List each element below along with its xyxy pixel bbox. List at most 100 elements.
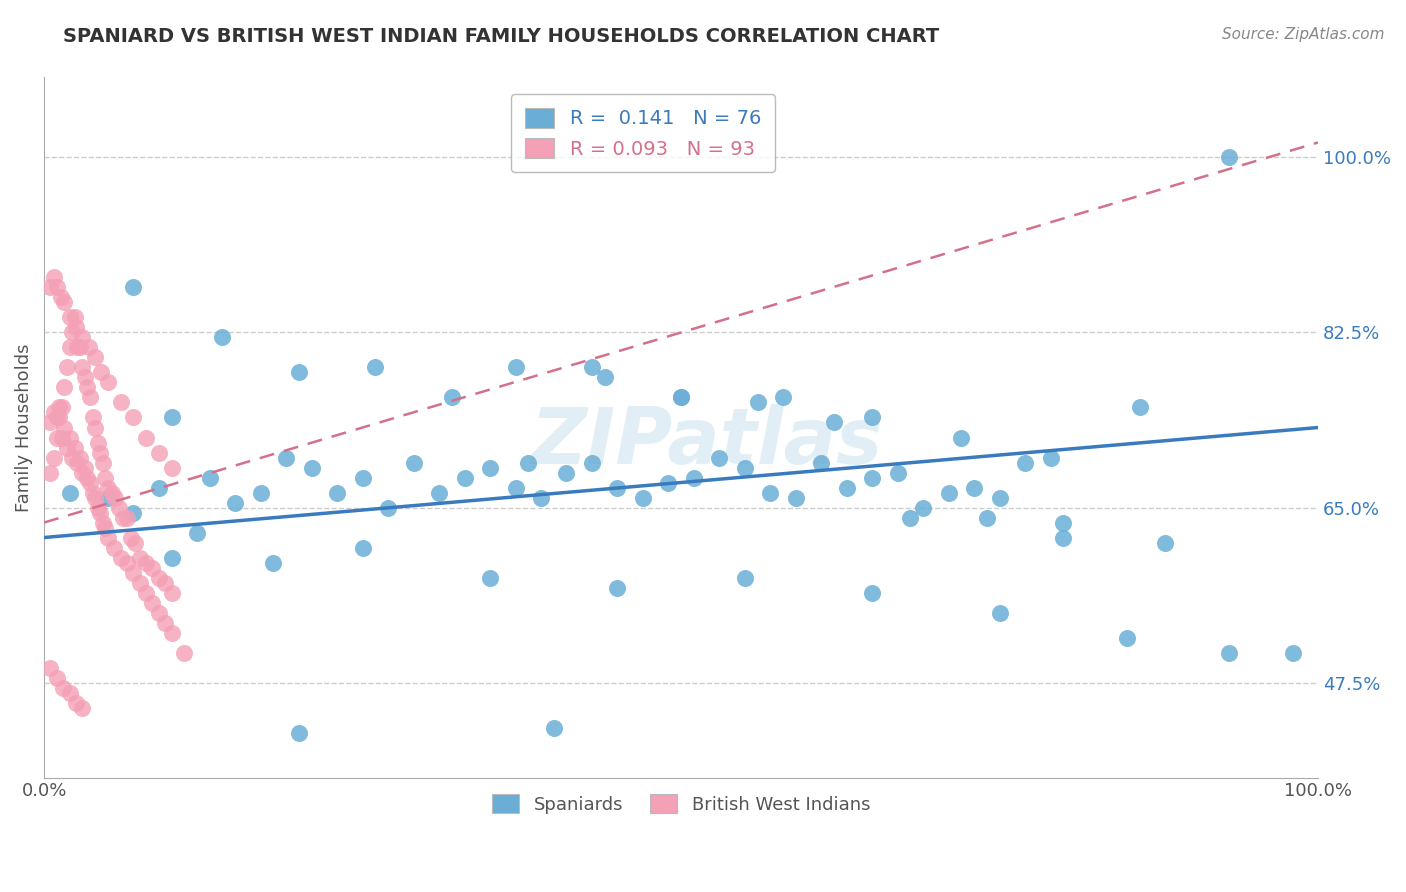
Point: [288, 725, 311, 739]
Point: [66, 341, 89, 355]
Point: [288, 366, 311, 380]
Point: [63, 310, 86, 325]
Point: [72, 330, 94, 344]
Legend: Spaniards, British West Indians: Spaniards, British West Indians: [481, 783, 882, 824]
Point: [115, 510, 138, 524]
Y-axis label: Family Households: Family Households: [15, 343, 32, 512]
Point: [122, 280, 145, 294]
Point: [91, 516, 114, 530]
Point: [900, 510, 922, 524]
Point: [128, 550, 150, 565]
Point: [97, 531, 120, 545]
Point: [73, 370, 96, 384]
Point: [276, 450, 298, 465]
Point: [1116, 631, 1139, 645]
Point: [58, 310, 80, 325]
Point: [135, 430, 157, 444]
Point: [60, 326, 83, 340]
Point: [153, 575, 176, 590]
Point: [58, 485, 80, 500]
Point: [160, 625, 183, 640]
Point: [657, 475, 679, 490]
Point: [135, 585, 157, 599]
Point: [97, 481, 120, 495]
Point: [153, 615, 176, 630]
Point: [122, 566, 145, 580]
Point: [950, 430, 973, 444]
Point: [72, 360, 94, 375]
Point: [860, 470, 883, 484]
Point: [58, 341, 80, 355]
Point: [84, 491, 107, 505]
Point: [1218, 151, 1240, 165]
Point: [141, 560, 163, 574]
Point: [45, 410, 67, 425]
Point: [115, 556, 138, 570]
Point: [48, 410, 70, 425]
Point: [669, 391, 692, 405]
Point: [581, 360, 603, 375]
Point: [1039, 450, 1062, 465]
Point: [45, 430, 67, 444]
Point: [63, 441, 86, 455]
Point: [82, 410, 104, 425]
Point: [440, 391, 463, 405]
Point: [84, 420, 107, 434]
Point: [100, 485, 122, 500]
Point: [44, 405, 66, 419]
Point: [56, 441, 79, 455]
Point: [79, 475, 101, 490]
Point: [505, 481, 527, 495]
Point: [39, 660, 62, 674]
Point: [505, 360, 527, 375]
Point: [860, 410, 883, 425]
Point: [122, 410, 145, 425]
Point: [1129, 401, 1152, 415]
Point: [249, 485, 271, 500]
Point: [1218, 646, 1240, 660]
Point: [427, 485, 450, 500]
Point: [51, 430, 73, 444]
Point: [89, 506, 111, 520]
Point: [479, 570, 502, 584]
Point: [76, 470, 98, 484]
Point: [912, 500, 935, 515]
Point: [1052, 516, 1074, 530]
Point: [51, 401, 73, 415]
Point: [683, 470, 706, 484]
Point: [97, 376, 120, 390]
Point: [860, 585, 883, 599]
Point: [1014, 456, 1036, 470]
Point: [76, 380, 98, 394]
Point: [110, 550, 132, 565]
Point: [823, 416, 845, 430]
Point: [128, 575, 150, 590]
Point: [52, 681, 75, 695]
Point: [82, 485, 104, 500]
Point: [56, 360, 79, 375]
Point: [262, 556, 284, 570]
Point: [65, 696, 87, 710]
Point: [352, 470, 374, 484]
Point: [1154, 535, 1177, 549]
Point: [555, 466, 578, 480]
Point: [160, 460, 183, 475]
Point: [66, 456, 89, 470]
Point: [58, 685, 80, 699]
Point: [326, 485, 349, 500]
Point: [479, 460, 502, 475]
Point: [709, 450, 731, 465]
Point: [669, 391, 692, 405]
Point: [148, 445, 170, 459]
Point: [90, 366, 112, 380]
Point: [65, 320, 87, 334]
Point: [606, 481, 628, 495]
Point: [1281, 646, 1303, 660]
Point: [60, 450, 83, 465]
Point: [89, 445, 111, 459]
Point: [160, 410, 183, 425]
Point: [593, 370, 616, 384]
Point: [976, 510, 998, 524]
Point: [963, 481, 986, 495]
Point: [186, 525, 208, 540]
